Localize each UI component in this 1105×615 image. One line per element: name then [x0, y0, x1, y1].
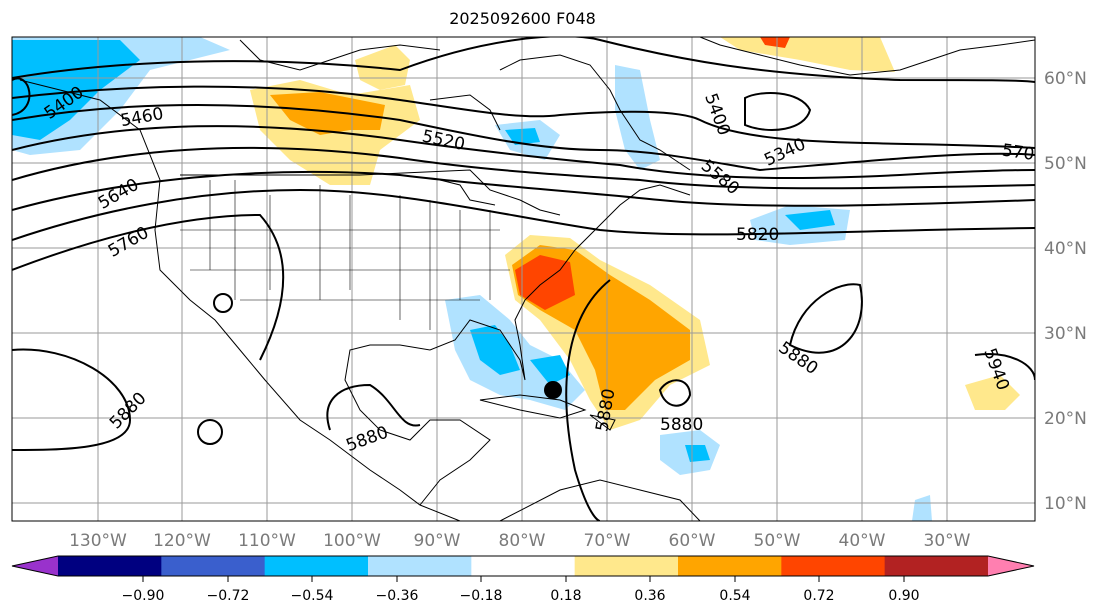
lon-label: 30°W: [924, 531, 971, 551]
lat-label: 10°N: [1044, 494, 1087, 514]
storm-center-marker: [544, 381, 562, 399]
colorbar-min-arrow: [12, 556, 58, 576]
contour-label-5820: 5820: [736, 225, 779, 245]
lon-label: 90°W: [414, 531, 461, 551]
longitude-labels: 130°W 120°W 110°W 100°W 90°W 80°W 70°W 6…: [69, 531, 971, 551]
lat-label: 30°N: [1044, 324, 1087, 344]
lon-label: 70°W: [584, 531, 631, 551]
cbar-tick-label: −0.90: [122, 588, 165, 604]
colorbar-tick-labels: −0.90 −0.72 −0.54 −0.36 −0.18 0.18 0.36 …: [122, 588, 920, 604]
cbar-tick-label: 0.90: [888, 588, 919, 604]
cbar-tick-label: 0.54: [719, 588, 750, 604]
cbar-tick-label: 0.72: [803, 588, 834, 604]
height-contours: [12, 37, 1035, 521]
colorbar-cell: [574, 556, 679, 576]
lon-label: 120°W: [153, 531, 211, 551]
lat-label: 60°N: [1044, 69, 1087, 89]
lat-label: 40°N: [1044, 239, 1087, 259]
lon-label: 100°W: [323, 531, 381, 551]
cbar-tick-label: −0.72: [207, 588, 250, 604]
colorbar-cells: [58, 556, 989, 576]
lon-label: 80°W: [499, 531, 546, 551]
state-borders: [180, 180, 510, 330]
cbar-tick-label: −0.54: [291, 588, 334, 604]
colorbar-cell: [471, 556, 576, 576]
colorbar-cell: [781, 556, 886, 576]
graticule: [12, 37, 1035, 521]
cbar-tick-label: −0.36: [376, 588, 419, 604]
colorbar-ticks: [142, 576, 905, 582]
lat-label: 20°N: [1044, 409, 1087, 429]
lon-label: 40°W: [839, 531, 886, 551]
colorbar-cell: [264, 556, 369, 576]
colorbar-cell: [368, 556, 472, 576]
colorbar-cell: [678, 556, 782, 576]
lon-label: 60°W: [669, 531, 716, 551]
colorbar: −0.90 −0.72 −0.54 −0.36 −0.18 0.18 0.36 …: [11, 555, 1035, 604]
colorbar-max-arrow: [988, 556, 1034, 576]
cbar-tick-label: −0.18: [460, 588, 503, 604]
colorbar-cell: [58, 556, 162, 576]
lat-label: 50°N: [1044, 154, 1087, 174]
cbar-tick-label: 0.36: [634, 588, 665, 604]
latitude-labels: 60°N 50°N 40°N 30°N 20°N 10°N: [1044, 69, 1087, 514]
contour-label-5880-caribbean: 5880: [660, 415, 703, 435]
map-title: 2025092600 F048: [449, 9, 596, 28]
colorbar-cell: [161, 556, 266, 576]
coastlines: [19, 37, 1035, 521]
lon-label: 130°W: [69, 531, 127, 551]
lon-label: 50°W: [754, 531, 801, 551]
cbar-tick-label: 0.18: [550, 588, 581, 604]
lon-label: 110°W: [238, 531, 296, 551]
colorbar-cell: [884, 556, 989, 576]
